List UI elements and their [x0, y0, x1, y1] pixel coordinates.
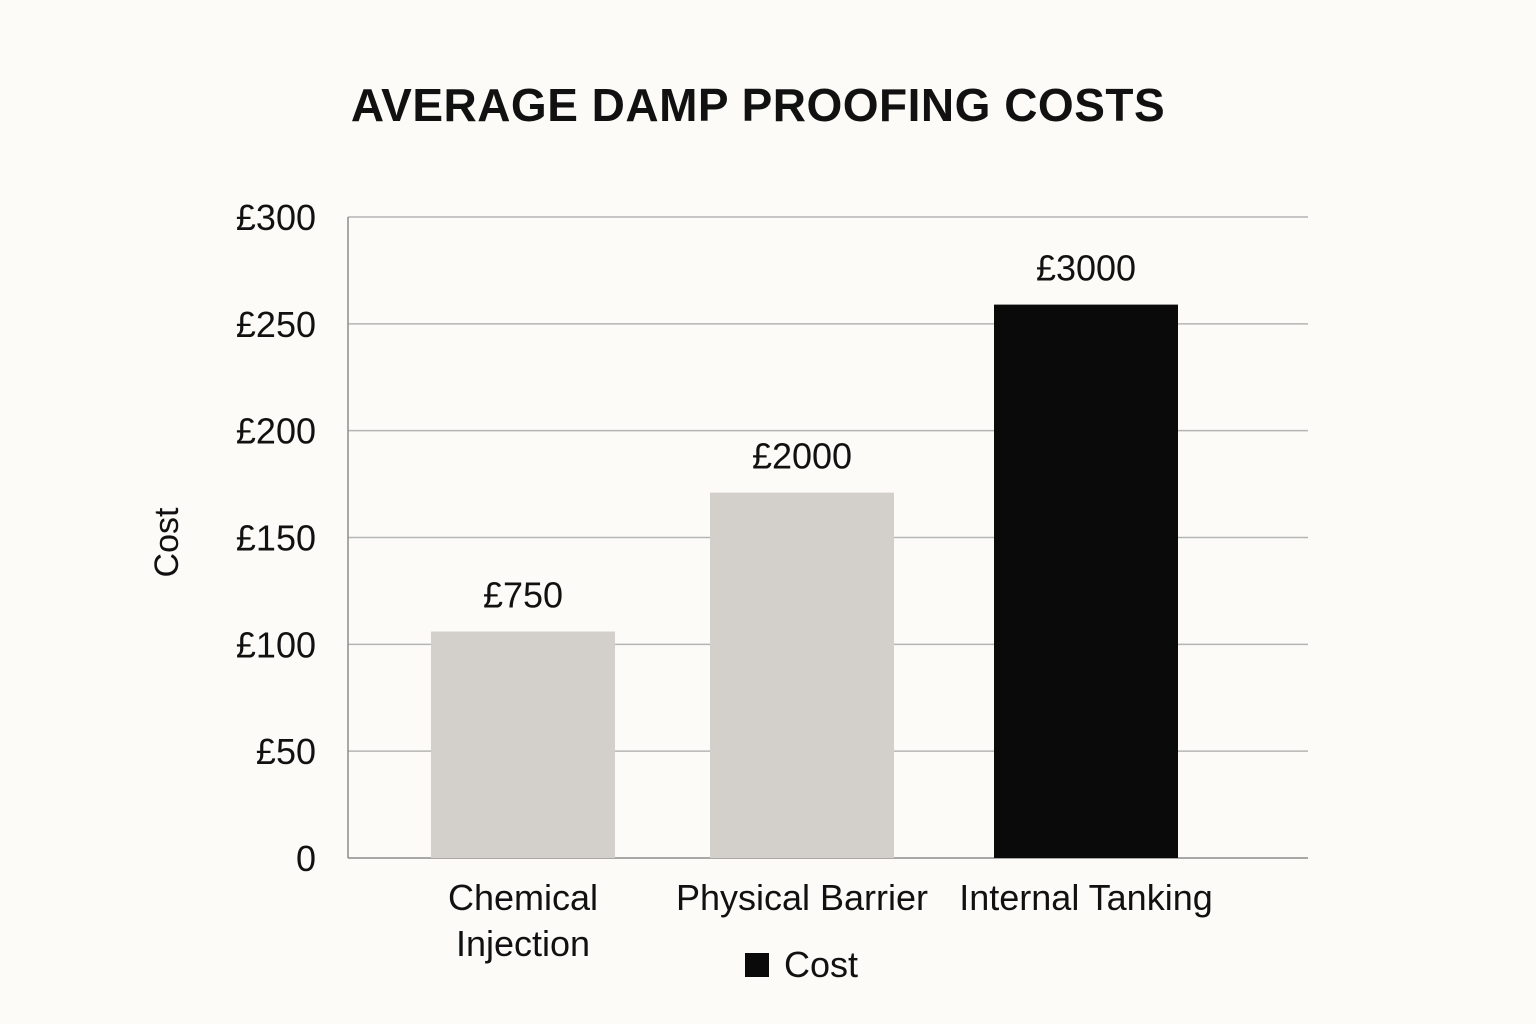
bar: [431, 631, 615, 858]
y-tick-label: £50: [256, 731, 316, 772]
x-tick-label-line: Injection: [456, 923, 590, 964]
x-tick-label: Chemical Injection: [448, 877, 598, 964]
x-tick-label-line: Internal Tanking: [959, 877, 1213, 918]
data-label: £750: [483, 575, 563, 616]
y-tick-label: £200: [236, 411, 316, 452]
data-label: £2000: [752, 436, 852, 477]
y-tick-label: 0: [296, 838, 316, 879]
legend-label: Cost: [784, 944, 858, 985]
y-axis-label: Cost: [148, 507, 186, 577]
y-tick-label: £150: [236, 518, 316, 559]
y-tick-label: £100: [236, 624, 316, 665]
legend-swatch: [745, 953, 769, 977]
x-tick-label: Internal Tanking: [959, 877, 1213, 918]
y-tick-label: £300: [236, 197, 316, 238]
bar: [994, 304, 1178, 858]
x-tick-label-line: Chemical: [448, 877, 598, 918]
y-tick-label: £250: [236, 304, 316, 345]
chart-title: AVERAGE DAMP PROOFING COSTS: [350, 79, 1166, 131]
bar: [710, 492, 894, 858]
x-tick-label: Physical Barrier: [676, 877, 928, 918]
x-tick-label-line: Physical Barrier: [676, 877, 928, 918]
data-label: £3000: [1036, 248, 1136, 289]
